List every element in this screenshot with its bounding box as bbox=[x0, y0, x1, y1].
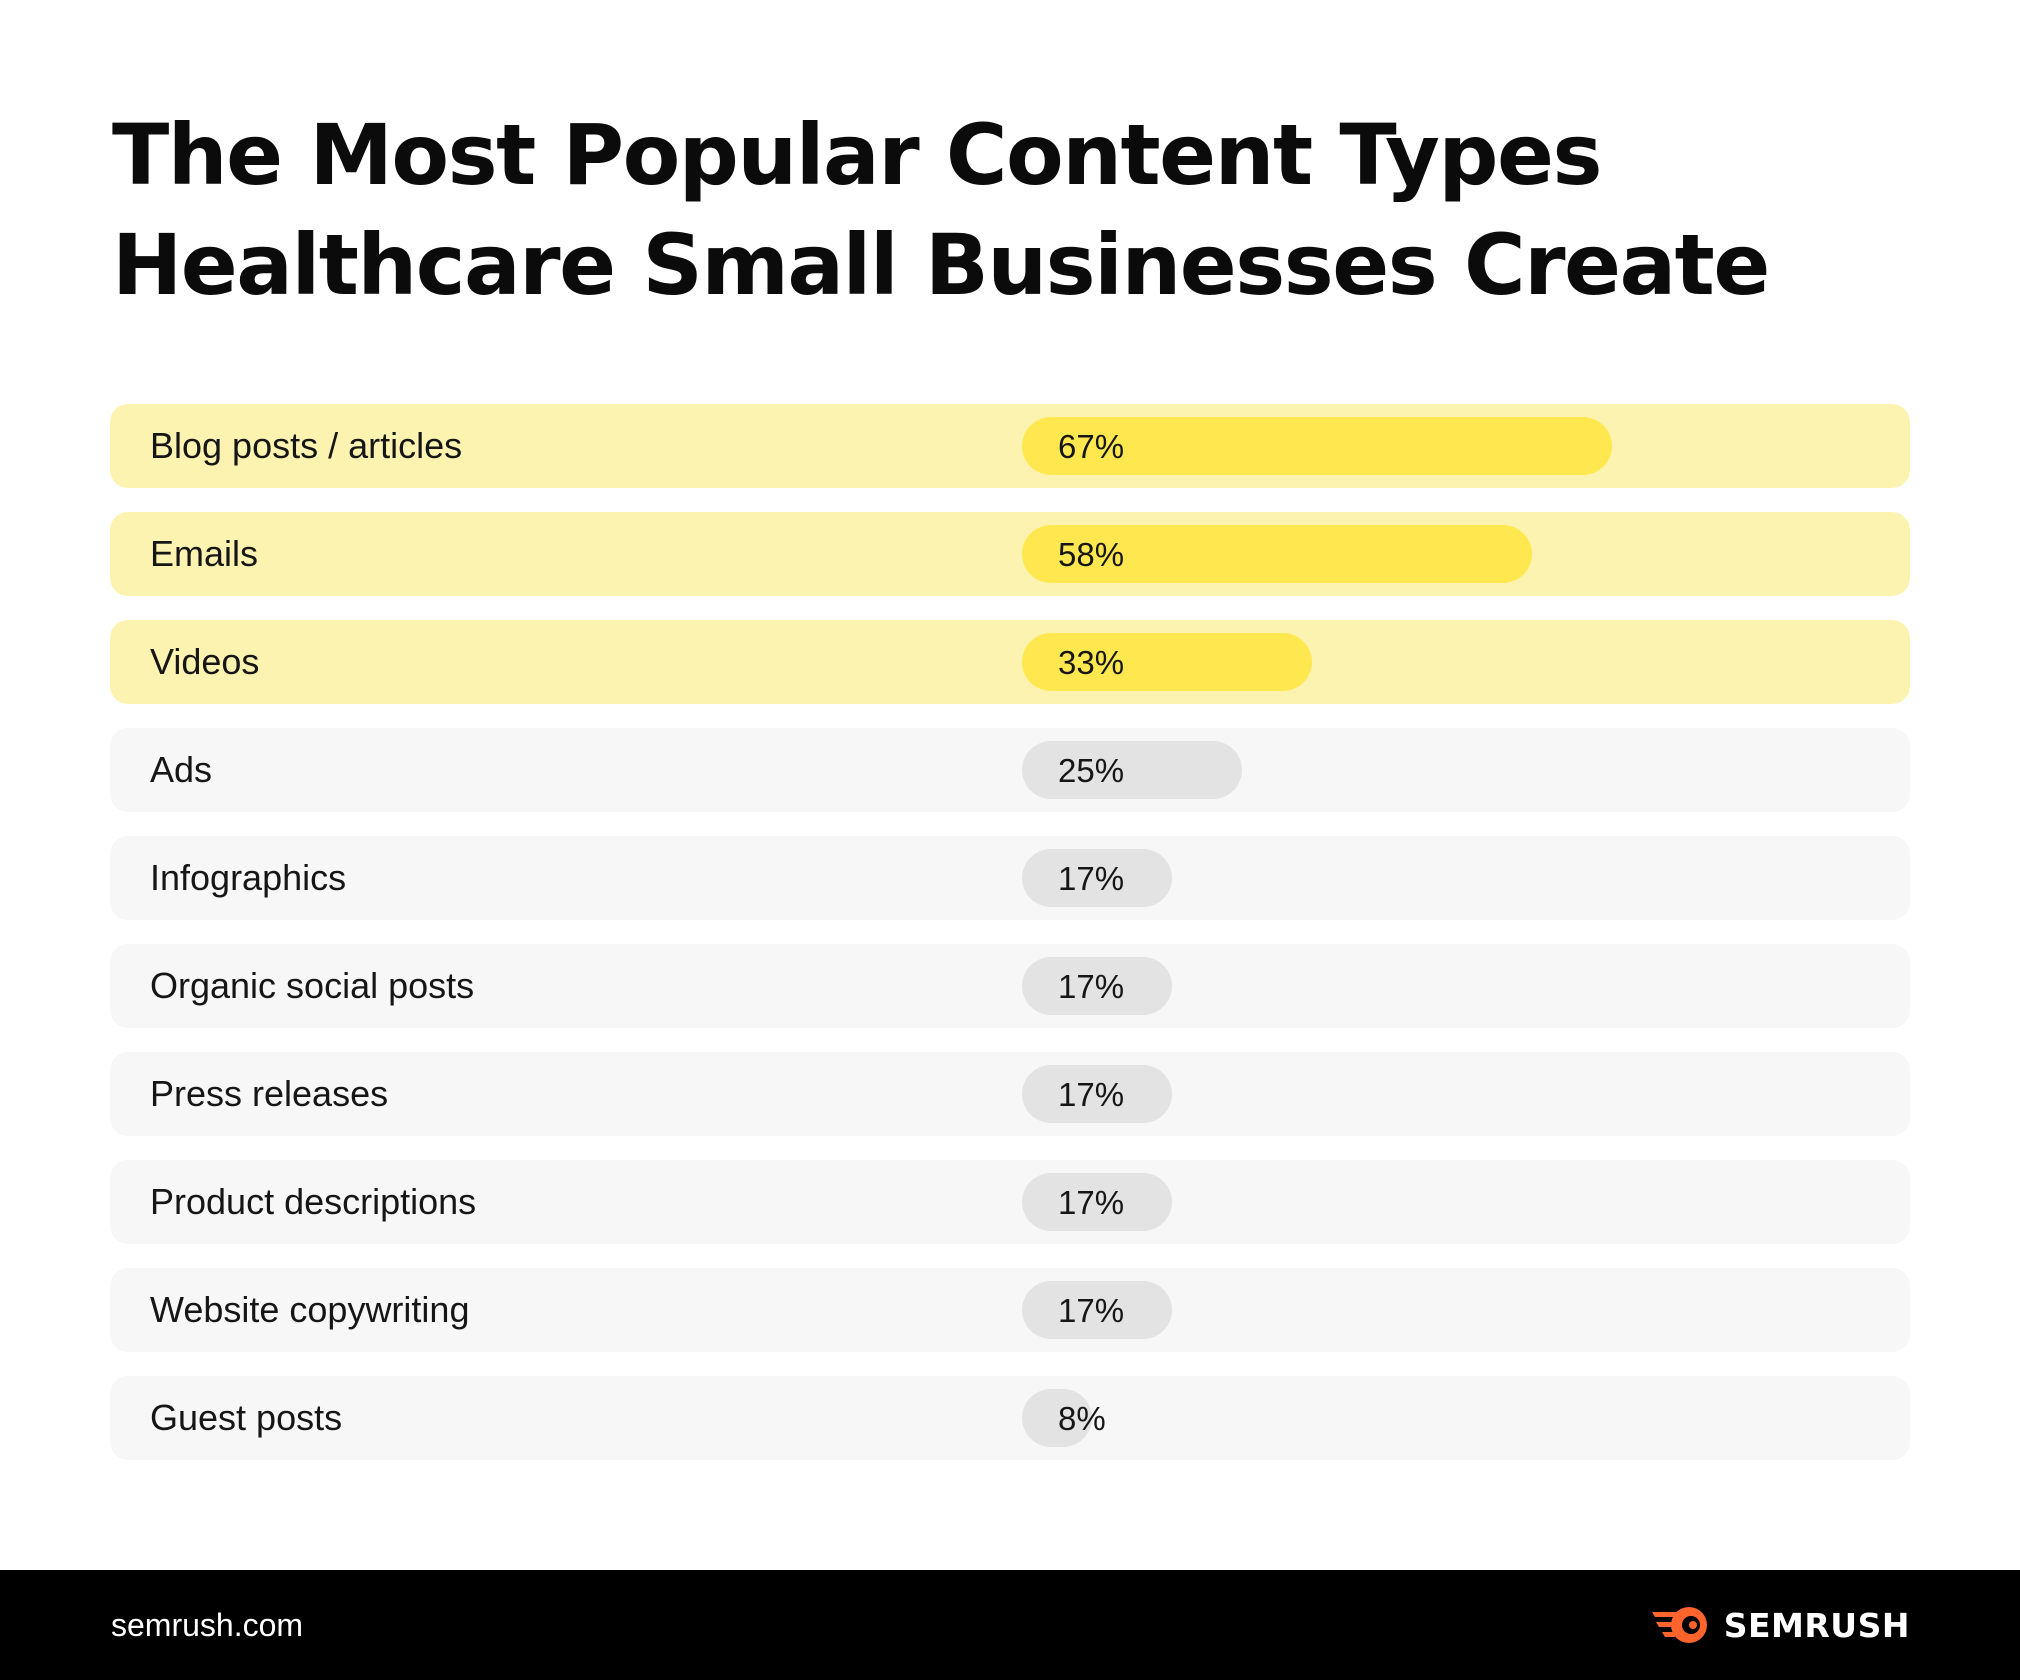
chart-title-line-2: Healthcare Small Businesses Create bbox=[112, 216, 1770, 314]
bar-value-label: 17% bbox=[1058, 1076, 1125, 1113]
bar bbox=[1022, 1281, 1172, 1339]
bar bbox=[1022, 849, 1172, 907]
bar-value-label: 58% bbox=[1058, 536, 1125, 573]
category-label: Product descriptions bbox=[150, 1181, 477, 1222]
bar bbox=[1022, 417, 1612, 475]
chart-row: Blog posts / articles 67% bbox=[110, 404, 1910, 488]
category-label: Blog posts / articles bbox=[150, 425, 463, 466]
category-label: Infographics bbox=[150, 857, 347, 898]
chart-title-line-1: The Most Popular Content Types bbox=[112, 106, 1603, 204]
semrush-logo[interactable]: SEMRUSH bbox=[1650, 1600, 1910, 1650]
chart-row: Emails 58% bbox=[110, 512, 1910, 596]
category-label: Ads bbox=[150, 749, 213, 790]
semrush-flame-icon bbox=[1651, 1607, 1707, 1643]
bar-value-label: 67% bbox=[1058, 428, 1125, 465]
bar bbox=[1022, 1065, 1172, 1123]
chart-row: Ads 25% bbox=[110, 728, 1910, 812]
bar-value-label: 17% bbox=[1058, 1184, 1125, 1221]
category-label: Website copywriting bbox=[150, 1289, 470, 1330]
chart-row: Press releases 17% bbox=[110, 1052, 1910, 1136]
footer-site-link[interactable]: semrush.com bbox=[111, 1607, 304, 1643]
bar bbox=[1022, 633, 1313, 691]
category-label: Guest posts bbox=[150, 1397, 343, 1438]
logo-wordmark: SEMRUSH bbox=[1723, 1605, 1910, 1645]
bar-chart: Blog posts / articles 67% Emails 58% Videos 3… bbox=[110, 404, 1910, 1484]
category-label: Press releases bbox=[150, 1073, 389, 1114]
category-label: Videos bbox=[150, 641, 260, 682]
chart-row: Product descriptions 17% bbox=[110, 1160, 1910, 1244]
bar-value-label: 17% bbox=[1058, 1292, 1125, 1329]
bar bbox=[1022, 1389, 1093, 1447]
bar-value-label: 8% bbox=[1058, 1400, 1106, 1437]
bar bbox=[1022, 525, 1533, 583]
footer: semrush.com SEMRUSH bbox=[0, 1570, 2020, 1680]
chart-row: Organic social posts 17% bbox=[110, 944, 1910, 1028]
bar-value-label: 33% bbox=[1058, 644, 1125, 681]
chart-row: Videos 33% bbox=[110, 620, 1910, 704]
bar-value-label: 17% bbox=[1058, 968, 1125, 1005]
bar bbox=[1022, 741, 1242, 799]
bar bbox=[1022, 957, 1172, 1015]
bar-value-label: 25% bbox=[1058, 752, 1125, 789]
category-label: Emails bbox=[150, 533, 259, 574]
chart-title: The Most Popular Content Types Healthcar… bbox=[112, 100, 1892, 320]
chart-row: Guest posts 8% bbox=[110, 1376, 1910, 1460]
bar bbox=[1022, 1173, 1172, 1231]
chart-row: Infographics 17% bbox=[110, 836, 1910, 920]
chart-row: Website copywriting 17% bbox=[110, 1268, 1910, 1352]
bar-value-label: 17% bbox=[1058, 860, 1125, 897]
category-label: Organic social posts bbox=[150, 965, 475, 1006]
